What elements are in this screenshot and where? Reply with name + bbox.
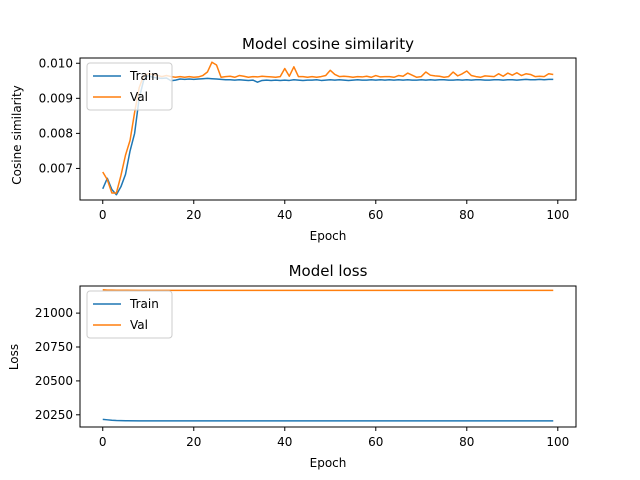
x-tick-label: 20	[186, 208, 201, 222]
y-axis-label: Loss	[7, 344, 21, 370]
plot-frame	[79, 285, 577, 428]
axis-ticks: 0 20 40 60 80 100 0.007 0.008 0.009 0.010	[39, 56, 570, 222]
y-tick-label: 20750	[35, 340, 73, 354]
legend-box	[86, 290, 173, 339]
series-lines	[102, 289, 554, 422]
x-tick-label: 0	[99, 435, 107, 449]
legend-val-label: Val	[130, 318, 148, 332]
legend-box	[86, 62, 173, 111]
y-tick-label: 0.009	[39, 91, 73, 105]
series-line-val	[102, 289, 554, 292]
y-tick-label: 20500	[35, 374, 73, 388]
plot-frame	[79, 57, 577, 201]
chart-title: Model cosine similarity	[242, 35, 414, 53]
x-tick-label: 80	[459, 435, 474, 449]
x-tick-label: 100	[546, 208, 569, 222]
x-axis-label: Epoch	[310, 456, 347, 470]
y-tick-label: 0.007	[39, 161, 73, 175]
y-axis-label: Cosine similarity	[10, 85, 24, 184]
legend: Train Val	[86, 290, 173, 339]
legend-val-label: Val	[130, 90, 148, 104]
x-tick-label: 20	[186, 435, 201, 449]
series-line-train	[102, 74, 554, 196]
axis-ticks: 0 20 40 60 80 100 20250 20500 20750 21000	[35, 306, 569, 449]
x-axis-label: Epoch	[310, 229, 347, 243]
x-tick-label: 100	[546, 435, 569, 449]
legend: Train Val	[86, 62, 173, 111]
x-tick-label: 40	[277, 208, 292, 222]
y-tick-label: 0.008	[39, 126, 73, 140]
x-tick-label: 0	[99, 208, 107, 222]
x-tick-label: 60	[368, 208, 383, 222]
series-line-val	[102, 61, 554, 194]
y-tick-label: 0.010	[39, 56, 73, 70]
legend-train-label: Train	[129, 297, 159, 311]
x-tick-label: 80	[459, 208, 474, 222]
loss-chart: Model loss Epoch Loss 0 20 40 60 80 100 20250 2…	[7, 262, 577, 470]
series-lines	[102, 61, 554, 196]
x-tick-label: 60	[368, 435, 383, 449]
series-line-train	[102, 418, 554, 422]
y-tick-label: 20250	[35, 408, 73, 422]
y-tick-label: 21000	[35, 306, 73, 320]
cosine-similarity-chart: Model cosine similarity Epoch Cosine sim…	[10, 35, 577, 243]
x-tick-label: 40	[277, 435, 292, 449]
chart-title: Model loss	[289, 262, 368, 280]
legend-train-label: Train	[129, 69, 159, 83]
